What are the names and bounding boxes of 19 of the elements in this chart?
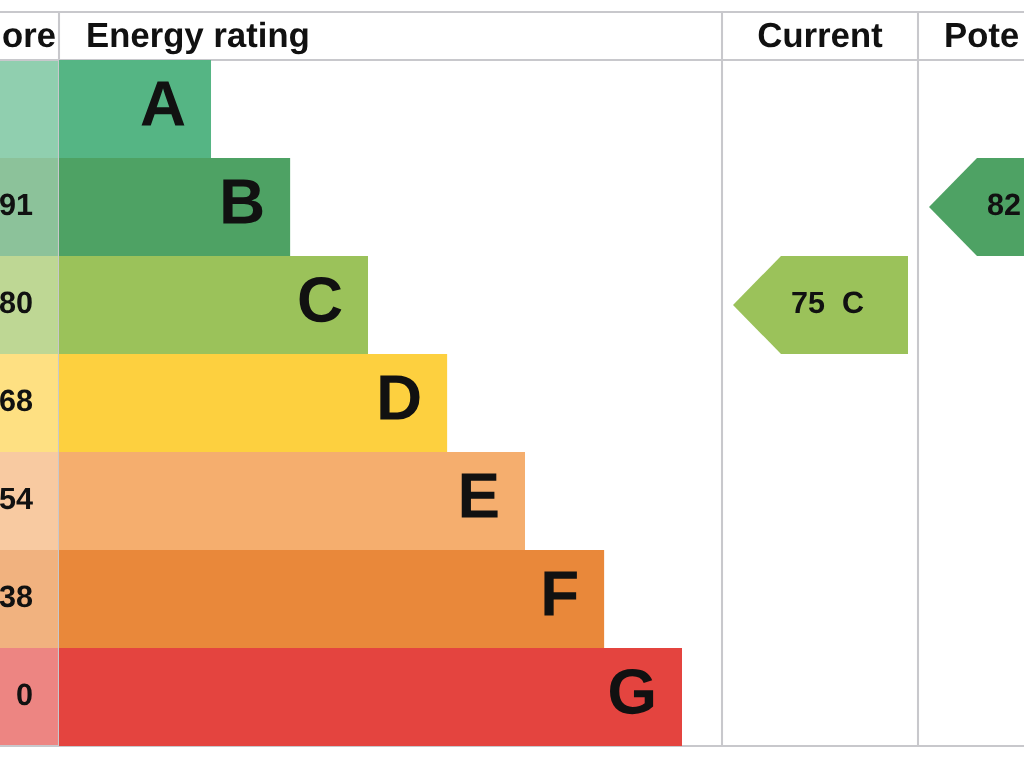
y-tick-label: F: [544, 571, 577, 616]
y-tick-label: B: [223, 179, 263, 224]
annotation: Energy rating: [88, 21, 308, 55]
text: 91: [0, 193, 33, 216]
text: 54: [0, 487, 33, 510]
text: 80: [0, 291, 32, 314]
text: 82: [987, 193, 1020, 216]
text: 38: [0, 585, 33, 608]
y-tick-label: D: [380, 375, 420, 420]
text: Current: [758, 22, 883, 48]
text: 68: [0, 389, 33, 412]
y-tick-label: C: [299, 276, 342, 323]
text: 0: [17, 683, 32, 706]
y-tick-label: A: [141, 81, 185, 126]
y-tick-label: E: [461, 473, 498, 518]
y-tick-label: G: [610, 668, 654, 715]
text: 75 C: [792, 291, 864, 314]
text: ore: [3, 28, 55, 48]
text: Pote: [946, 23, 1019, 48]
